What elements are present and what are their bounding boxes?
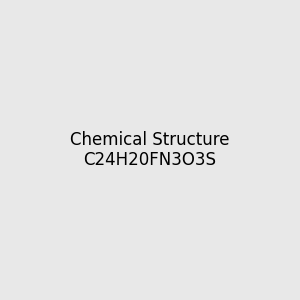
Text: Chemical Structure
C24H20FN3O3S: Chemical Structure C24H20FN3O3S xyxy=(70,130,230,170)
